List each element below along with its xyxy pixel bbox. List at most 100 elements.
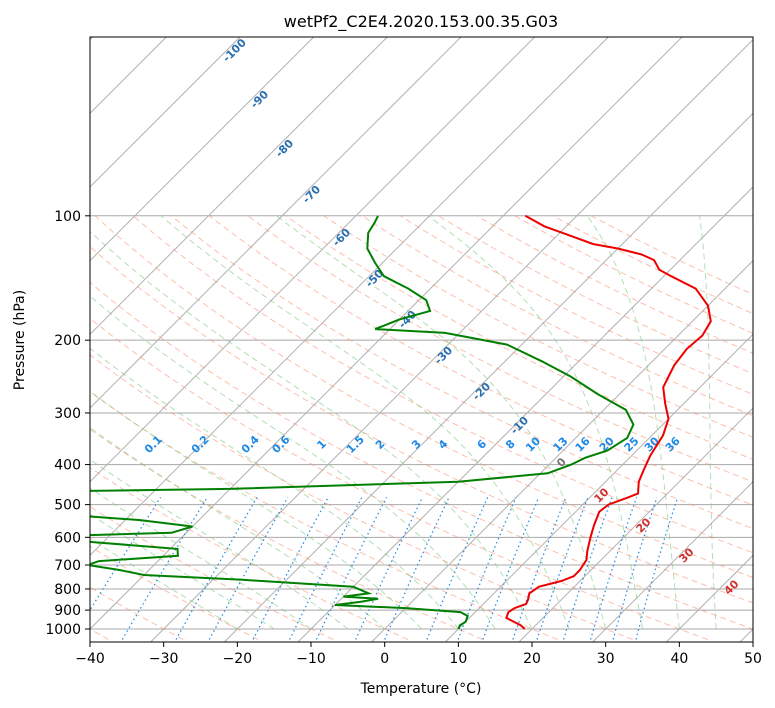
moist-adiabat-line (90, 427, 386, 630)
mixing-ratio-line (252, 497, 329, 640)
isotherm-line (90, 37, 241, 188)
dry-adiabat-label: -70 (300, 183, 323, 206)
moist-adiabat-line (90, 487, 312, 630)
y-tick-label: 700 (54, 558, 81, 574)
moist-adiabat-label: 10 (592, 485, 612, 505)
moist-adiabat-line (90, 347, 459, 630)
dry-adiabat-label: -90 (248, 88, 271, 111)
isotherm-line (444, 333, 753, 642)
x-tick-label: 20 (523, 651, 541, 667)
moist-adiabat-line (90, 230, 533, 630)
y-tick-label: 600 (54, 530, 81, 546)
y-axis: 100 200 300 400 500 600 700 800 900 1000 (45, 209, 90, 638)
dry-adiabat-line (90, 466, 409, 640)
plot-frame (89, 36, 754, 643)
mixing-ratio-label: 36 (663, 434, 683, 454)
y-tick-label: 100 (54, 209, 81, 225)
dry-adiabat-line (90, 317, 708, 640)
y-tick-label: 1000 (45, 622, 81, 638)
mixing-ratio-label: 0.6 (270, 433, 293, 456)
isotherm-line (90, 37, 609, 557)
y-tick-label: 200 (54, 333, 81, 349)
isotherm-line (518, 407, 753, 642)
dry-adiabat-line (132, 215, 753, 554)
x-axis: −40 −30 −20 −10 0 10 20 30 40 50 (75, 642, 762, 667)
x-tick-label: −20 (223, 651, 253, 667)
moist-adiabat-line (276, 215, 607, 630)
mixing-ratio-line (563, 497, 613, 640)
moist-adiabat-line (90, 390, 422, 630)
isotherm-line (90, 37, 315, 262)
dry-adiabat-line (90, 586, 184, 640)
dry-adiabat-line (247, 215, 753, 483)
moist-adiabat-line (586, 215, 680, 630)
y-tick-label: 300 (54, 406, 81, 422)
dry-adiabat-label: -20 (470, 380, 493, 403)
dry-adiabat-line (90, 391, 558, 640)
moist-adiabat-line (160, 215, 570, 630)
y-axis-label: Pressure (hPa) (12, 290, 28, 390)
mixing-ratio-line (482, 497, 540, 640)
isotherm-line (150, 38, 753, 642)
plot-area: 0.1 0.2 0.4 0.6 1 1.5 2 3 4 6 8 10 13 16 20 25 30 36-100-… (90, 36, 753, 642)
moist-adiabat-line (699, 215, 717, 630)
x-tick-label: 50 (744, 651, 762, 667)
dry-adiabat-line (94, 215, 753, 579)
mixing-ratio-label: 10 (523, 434, 543, 454)
dry-adiabat-line (90, 505, 334, 640)
mixing-ratio-line (355, 497, 424, 640)
isotherm-line (371, 259, 753, 642)
moist-adiabat-label: 40 (722, 577, 742, 597)
mixing-ratio-line (612, 497, 658, 640)
mixing-ratio-label: 13 (551, 435, 571, 455)
dry-adiabat-line (170, 215, 753, 530)
y-tick-label: 400 (54, 458, 81, 474)
isotherm-line (592, 480, 753, 642)
x-axis-label: Temperature (°C) (360, 681, 482, 697)
mixing-ratio-line (512, 497, 567, 640)
mixing-ratio-line (426, 497, 489, 640)
temperature-profile-line (505, 214, 712, 630)
mixing-ratio-line (175, 497, 258, 640)
dry-adiabat-label: -80 (273, 137, 296, 160)
dry-adiabat-label: -100 (220, 36, 249, 65)
mixing-ratio-line (536, 497, 589, 640)
x-tick-label: 10 (449, 651, 467, 667)
dry-adiabat-line (90, 628, 109, 640)
mixing-ratio-label: 0.4 (239, 433, 262, 456)
dry-adiabat-line (361, 215, 753, 417)
chart-title: wetPf2_C2E4.2020.153.00.35.G03 (284, 12, 558, 32)
x-tick-label: −40 (75, 651, 105, 667)
y-tick-label: 900 (54, 603, 81, 619)
isotherm-line (90, 37, 388, 336)
dry-adiabat-line (400, 215, 753, 396)
mixing-ratio-line (289, 497, 363, 640)
isotherm-line (297, 186, 753, 642)
mixing-ratio-label: 0.1 (142, 433, 165, 456)
mixing-ratio-line (635, 497, 679, 640)
dry-adiabat-label: -60 (330, 226, 353, 249)
x-tick-label: 40 (670, 651, 688, 667)
moist-adiabat-line (90, 295, 496, 630)
dry-adiabat-line (285, 215, 753, 460)
moist-adiabat-line (90, 537, 238, 630)
dry-adiabat-line (90, 354, 633, 640)
dry-adiabat-line (90, 428, 484, 640)
dry-adiabat-line (438, 215, 753, 375)
dry-adiabat-label: -30 (432, 344, 455, 367)
mixing-ratio-label: 1 (314, 437, 329, 452)
mixing-ratio-label: 3 (409, 437, 424, 452)
x-tick-label: 0 (380, 651, 389, 667)
dry-adiabat-line (90, 281, 753, 630)
mixing-ratio-line (315, 497, 388, 640)
x-tick-label: −30 (149, 651, 179, 667)
dry-adiabat-line (514, 215, 753, 334)
x-tick-label: 30 (597, 651, 615, 667)
mixing-ratio-line (384, 497, 450, 640)
dry-adiabat-line (90, 545, 259, 640)
mixing-ratio-line (208, 497, 289, 640)
moist-adiabat-line (427, 215, 643, 630)
dewpoint-profile-line (90, 215, 635, 630)
